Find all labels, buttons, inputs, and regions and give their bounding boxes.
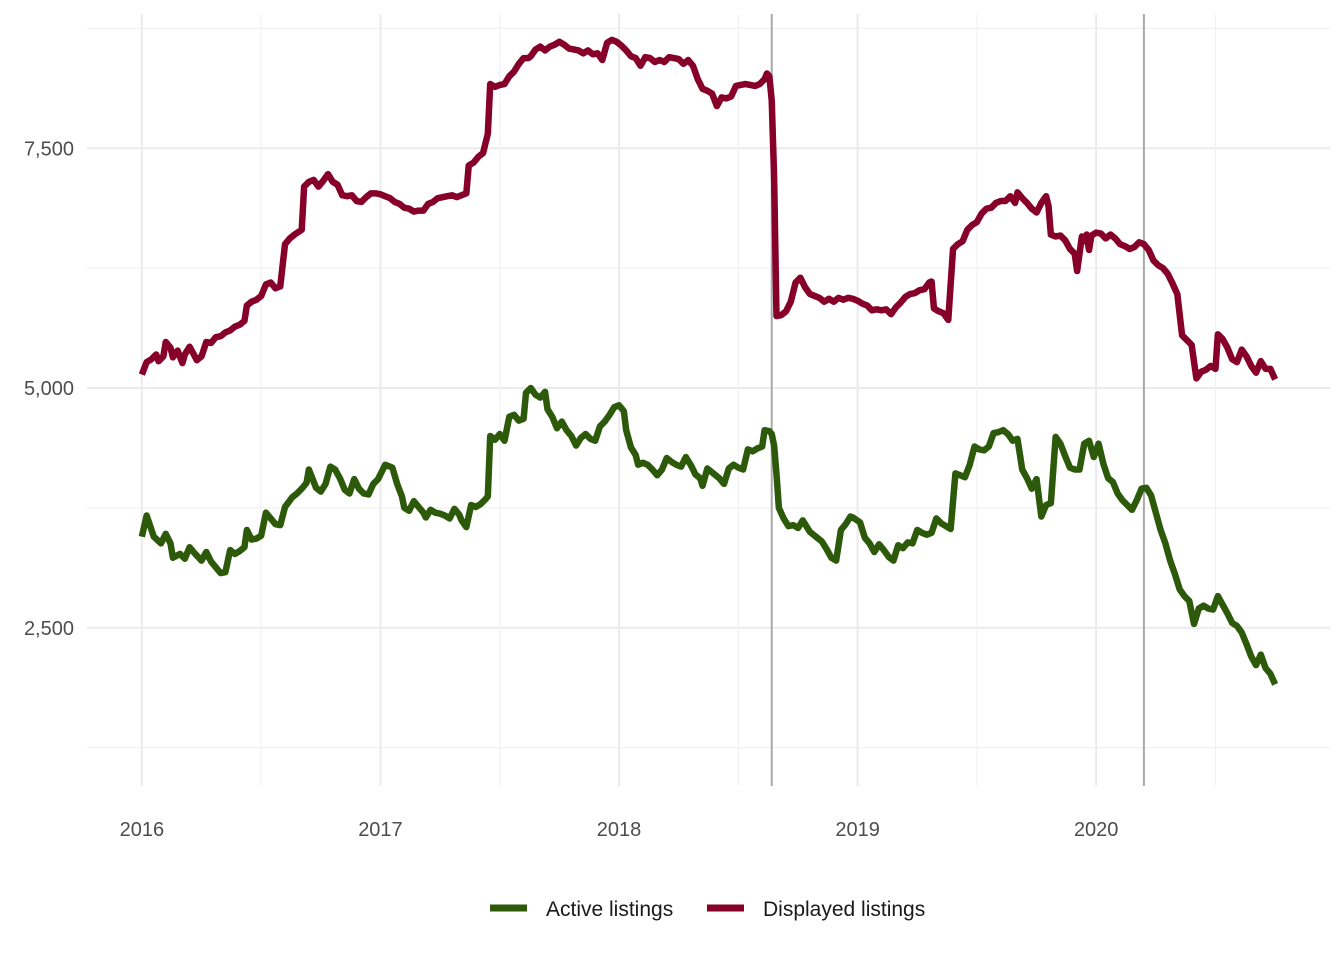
- y-tick-label: 5,000: [24, 378, 74, 400]
- x-tick-label: 2016: [120, 819, 165, 841]
- x-tick-label: 2018: [597, 819, 642, 841]
- series-lines: [138, 36, 1279, 686]
- x-tick-label: 2020: [1074, 819, 1119, 841]
- x-axis-tick-labels: 2016 2017 2018 2019 2020: [120, 819, 1119, 841]
- series-line-displayed-listings: [138, 36, 1279, 382]
- y-tick-label: 7,500: [24, 138, 74, 160]
- legend: Active listings Displayed listings: [490, 898, 925, 921]
- series-line-active-listings: [138, 384, 1279, 686]
- x-tick-label: 2017: [358, 819, 403, 841]
- legend-label-displayed-listings: Displayed listings: [763, 898, 925, 921]
- x-tick-label: 2019: [835, 819, 880, 841]
- y-tick-label: 2,500: [24, 618, 74, 640]
- grid: [87, 14, 1330, 786]
- y-axis-tick-labels: 2,500 5,000 7,500: [24, 138, 74, 640]
- reference-lines: [770, 14, 1145, 786]
- legend-label-active-listings: Active listings: [546, 898, 673, 921]
